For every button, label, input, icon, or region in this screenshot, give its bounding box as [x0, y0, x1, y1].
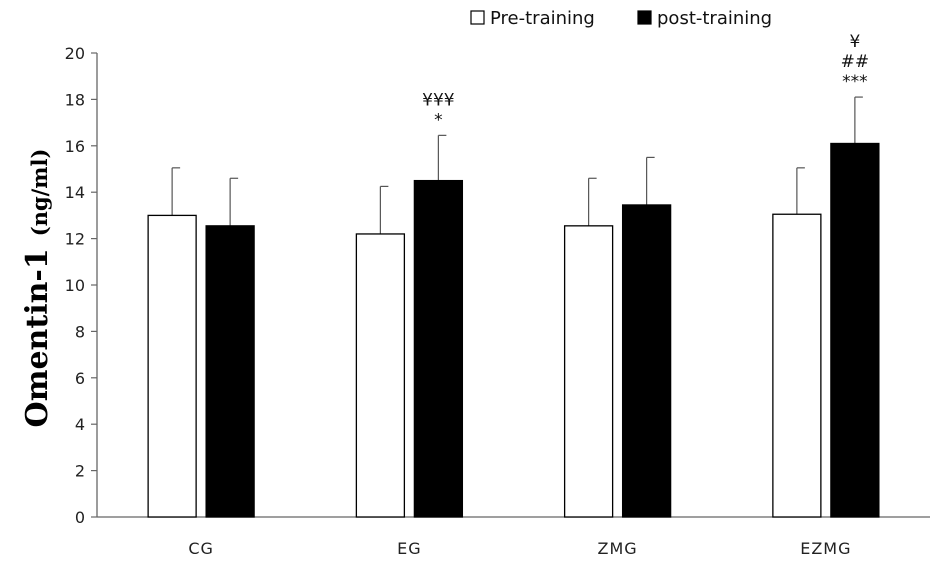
significance-annotations: ¥¥¥* ¥##***	[422, 32, 869, 130]
y-ticks: 0 2 4 6 8 10 12 14 16 18 20	[65, 44, 97, 527]
legend-label-post-training: post-training	[657, 8, 772, 29]
x-category-label: EG	[397, 539, 422, 558]
y-tick-label: 4	[75, 415, 85, 434]
significance-marker: ***	[842, 72, 868, 92]
bar-post-training-zmg	[621, 204, 672, 518]
y-tick-label: 6	[75, 369, 85, 388]
y-axis-title: Omentin-1	[20, 248, 55, 427]
y-tick-label: 14	[65, 183, 85, 202]
y-tick-label: 20	[65, 44, 85, 63]
y-tick-label: 2	[75, 462, 85, 481]
x-category-label: CG	[188, 539, 214, 558]
y-tick-label: 12	[65, 230, 85, 249]
y-tick-label: 10	[65, 276, 85, 295]
x-category-labels: CG EG ZMG EZMG	[188, 539, 851, 558]
bar-pre-training-eg	[355, 233, 406, 518]
y-tick-label: 16	[65, 137, 85, 156]
y-tick-label: 18	[65, 90, 85, 109]
legend-label-pre-training: Pre-training	[490, 8, 595, 29]
svg-text:Omentin-1 (ng/ml): Omentin-1 (ng/ml)	[20, 149, 55, 428]
bars	[147, 142, 880, 518]
bar-post-training-ezmg	[830, 142, 880, 518]
y-axis-unit: (ng/ml)	[27, 149, 52, 237]
y-axis-label: Omentin-1 (ng/ml)	[20, 149, 55, 428]
x-category-label: EZMG	[800, 539, 851, 558]
legend: Pre-training post-training	[470, 8, 772, 29]
significance-marker: *	[434, 110, 443, 130]
bar-pre-training-ezmg	[772, 213, 822, 518]
significance-marker: ¥	[849, 32, 860, 52]
x-category-label: ZMG	[598, 539, 638, 558]
y-tick-label: 0	[75, 508, 85, 527]
bar-post-training-eg	[413, 179, 464, 518]
legend-swatch-pre-training	[470, 10, 485, 25]
bar-pre-training-cg	[147, 214, 197, 518]
significance-marker: ##	[841, 52, 870, 72]
significance-marker: ¥¥¥	[422, 90, 455, 110]
bar-post-training-cg	[205, 225, 255, 518]
y-tick-label: 8	[75, 322, 85, 341]
error-bars	[171, 96, 863, 234]
bar-pre-training-zmg	[563, 225, 614, 518]
legend-swatch-post-training	[637, 10, 652, 25]
